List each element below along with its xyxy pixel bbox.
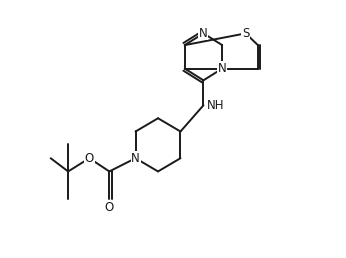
Text: S: S xyxy=(242,27,249,40)
Text: NH: NH xyxy=(207,99,224,112)
Text: N: N xyxy=(131,152,140,165)
Text: N: N xyxy=(218,62,227,75)
Text: O: O xyxy=(85,152,94,165)
Text: N: N xyxy=(199,27,208,40)
Text: O: O xyxy=(105,201,114,214)
